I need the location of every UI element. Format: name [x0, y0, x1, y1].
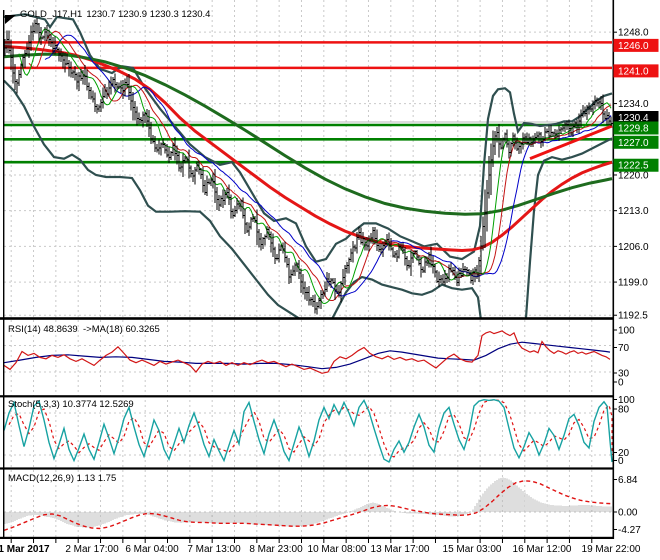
price-tick-label: 1248.0 — [618, 28, 649, 39]
indicator-tick-label: 6.84 — [618, 475, 638, 486]
date-label: 13 Mar 17:00 — [371, 544, 430, 555]
price-level-badge-text: 1222.5 — [618, 161, 649, 172]
macd-plot — [4, 477, 613, 532]
macd-histogram — [4, 477, 612, 528]
indicator-tick-label: 0 — [618, 456, 624, 467]
trendline[interactable] — [529, 124, 613, 161]
price-tick-label: 1213.0 — [618, 206, 649, 217]
ohlc-values-label: 1230.7 1230.9 1230.3 1230.4 — [86, 9, 211, 20]
stoch-plot — [4, 398, 613, 464]
indicator-tick-label: 30 — [618, 369, 630, 380]
date-label: 8 Mar 23:00 — [249, 544, 303, 555]
alligator-jaw-line — [44, 34, 612, 297]
indicator-tick-label: 100 — [618, 326, 635, 337]
price-level-badge-text: 1230.4 — [618, 113, 649, 124]
price-level-badge-text: 1241.0 — [618, 66, 649, 77]
chart-shift-marker-icon[interactable] — [5, 15, 16, 24]
rsi-ma-line — [4, 341, 611, 370]
rsi-line — [4, 330, 611, 374]
panel-borders — [0, 0, 615, 539]
price-level-badge[interactable] — [613, 64, 659, 78]
price-level-badge-text: 1227.0 — [618, 138, 649, 149]
chart-title: GOLD_J17,H1 1230.7 1230.9 1230.3 1230.4 — [20, 9, 214, 20]
date-label: 6 Mar 04:00 — [125, 544, 179, 555]
rsi-indicator-title: RSI(14) 48.8639 ->MA(18) 60.3265 — [8, 324, 160, 335]
indicator-tick-label: 0 — [618, 378, 624, 389]
main-panel[interactable] — [4, 0, 612, 318]
alligator-teeth-line — [28, 30, 612, 301]
main-chart-overlays — [4, 13, 613, 318]
date-label: 19 Mar 22:00 — [582, 544, 641, 555]
price-tick-label: 1234.0 — [618, 99, 649, 110]
indicator-tick-label: 100 — [618, 395, 635, 406]
indicator-tick-label: 20 — [618, 448, 630, 459]
alligator-lips-line — [18, 28, 612, 305]
price-bars — [4, 18, 613, 315]
price-level-badge[interactable] — [613, 111, 659, 124]
price-tick-label: 1192.5 — [618, 311, 648, 322]
rsi-panel[interactable] — [4, 321, 612, 395]
indicator-tick-label: 70 — [618, 343, 630, 354]
date-label: 15 Mar 03:00 — [443, 544, 502, 555]
indicator-tick-label: 0.00 — [618, 508, 638, 519]
bollinger-lower-band — [4, 79, 613, 318]
price-tick-label: 1199.0 — [618, 278, 648, 289]
price-tick-label: 1206.0 — [618, 242, 649, 253]
macd-indicator-title: MACD(12,26,9) 1.13 1.75 — [8, 473, 117, 484]
date-axis[interactable]: 1 Mar 2017 2 Mar 17:00 6 Mar 04:00 7 Mar 13… — [0, 539, 641, 555]
stoch-d-line — [8, 399, 613, 458]
price-level-badge-text: 1246.0 — [618, 41, 649, 52]
price-level-badge[interactable] — [613, 135, 659, 149]
price-level-badge-text: 1229.8 — [618, 124, 649, 135]
ma-fast-red — [4, 45, 613, 253]
date-label: 1 Mar 2017 — [0, 544, 50, 555]
date-label: 10 Mar 08:00 — [308, 544, 367, 555]
macd-signal-line — [4, 480, 613, 532]
date-label: 2 Mar 17:00 — [65, 544, 119, 555]
indicator-tick-label: 80 — [618, 405, 630, 416]
rsi-plot — [4, 330, 611, 374]
stoch-indicator-title: Stoch(5,3,3) 10.3774 12.5269 — [8, 399, 134, 410]
symbol-period-label: GOLD_J17,H1 — [20, 9, 83, 20]
ma-slow-green — [4, 52, 613, 216]
price-axis[interactable]: 1248.0 1234.0 1220.0 1213.0 1206.0 1199.0 1192… — [613, 28, 659, 536]
price-level-badge[interactable] — [613, 158, 659, 172]
stoch-k-line — [4, 398, 613, 464]
price-tick-label: 1220.0 — [618, 170, 649, 181]
price-level-badge[interactable] — [613, 121, 659, 135]
indicator-tick-label: -4.27 — [618, 525, 641, 536]
price-level-badge[interactable] — [613, 38, 659, 52]
date-label: 7 Mar 13:00 — [187, 544, 241, 555]
date-label: 16 Mar 12:00 — [513, 544, 572, 555]
